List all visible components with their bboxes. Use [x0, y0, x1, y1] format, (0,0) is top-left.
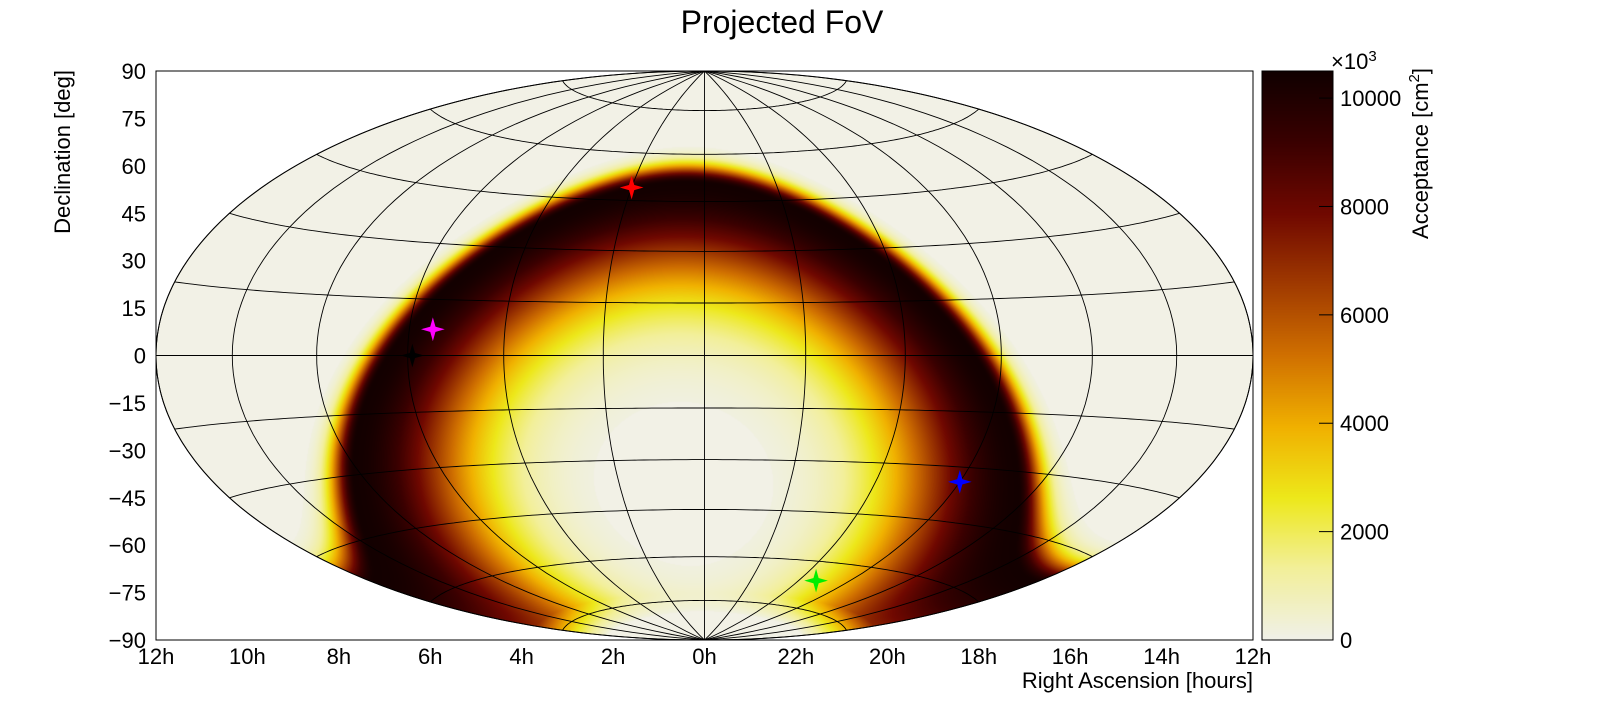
y-tick-label: −90	[109, 628, 146, 653]
x-tick-labels: 12h 10h 8h 6h 4h 2h 0h 22h 20h 18h 16h 14h 12h	[138, 644, 1272, 669]
y-tick-label: 45	[122, 201, 146, 226]
y-tick-label: 30	[122, 249, 146, 274]
colorbar-tick-label: 10000	[1340, 86, 1401, 111]
grid-meridian	[316, 70, 705, 641]
x-tick-label: 18h	[960, 644, 997, 669]
coordinate-grid	[155, 70, 1254, 641]
colorbar-label: Acceptance [cm2]	[1406, 68, 1433, 239]
x-tick-label: 12h	[1235, 644, 1272, 669]
source-marker	[619, 175, 644, 200]
colorbar-multiplier-exponent: 3	[1368, 48, 1376, 65]
grid-meridian	[704, 70, 807, 641]
y-tick-label: −60	[109, 533, 146, 558]
grid-meridian	[503, 70, 705, 641]
y-tick-label: 60	[122, 154, 146, 179]
grid-meridian	[704, 70, 906, 641]
grid-meridian	[704, 70, 1093, 641]
source-marker	[421, 317, 445, 342]
source-marker	[804, 568, 828, 593]
colorbar-multiplier: ×103	[1331, 48, 1377, 74]
colorbar-multiplier-base: ×10	[1331, 49, 1368, 74]
colorbar-label-main: Acceptance [cm	[1408, 82, 1433, 239]
x-tick-label: 4h	[509, 644, 533, 669]
chart-title: Projected FoV	[681, 4, 884, 40]
colorbar-tick-label: 8000	[1340, 194, 1389, 219]
source-markers	[400, 175, 972, 593]
y-tick-label: 15	[122, 296, 146, 321]
x-tick-label: 14h	[1143, 644, 1180, 669]
x-tick-label: 16h	[1052, 644, 1089, 669]
grid-meridian	[602, 70, 705, 641]
colorbar-tick-label: 6000	[1340, 303, 1389, 328]
y-tick-label: −75	[109, 581, 146, 606]
y-tick-label: 90	[122, 59, 146, 84]
y-tick-label: −45	[109, 486, 146, 511]
colorbar-ticks: 0 2000 4000 6000 8000 10000	[1319, 86, 1401, 653]
x-tick-label: 0h	[692, 644, 716, 669]
x-tick-label: 10h	[229, 644, 266, 669]
x-tick-label: 2h	[601, 644, 625, 669]
y-tick-label: 75	[122, 106, 146, 131]
y-axis-label: Declination [deg]	[50, 70, 75, 234]
x-tick-label: 12h	[138, 644, 175, 669]
y-tick-labels: 90 75 60 45 30 15 0 −15 −30 −45 −60 −75 −90	[109, 59, 146, 653]
grid-meridian	[704, 70, 1178, 641]
colorbar-gradient	[1262, 71, 1333, 640]
grid-meridian	[231, 70, 705, 641]
y-tick-label: 0	[134, 344, 146, 369]
colorbar-label-end: ]	[1408, 68, 1433, 74]
x-axis-label: Right Ascension [hours]	[1022, 668, 1253, 693]
x-tick-label: 6h	[418, 644, 442, 669]
x-tick-label: 20h	[869, 644, 906, 669]
source-marker	[947, 469, 972, 494]
colorbar-tick-label: 0	[1340, 628, 1352, 653]
grid-meridian	[704, 70, 1002, 641]
colorbar-tick-label: 4000	[1340, 411, 1389, 436]
x-tick-label: 22h	[778, 644, 815, 669]
sky-outline	[155, 70, 1254, 641]
y-tick-label: −30	[109, 438, 146, 463]
colorbar-label-superscript: 2	[1406, 74, 1423, 82]
colorbar-tick-label: 2000	[1340, 520, 1389, 545]
colorbar-frame	[1261, 70, 1334, 641]
y-tick-label: −15	[109, 391, 146, 416]
source-marker	[400, 343, 425, 368]
x-tick-label: 8h	[327, 644, 351, 669]
